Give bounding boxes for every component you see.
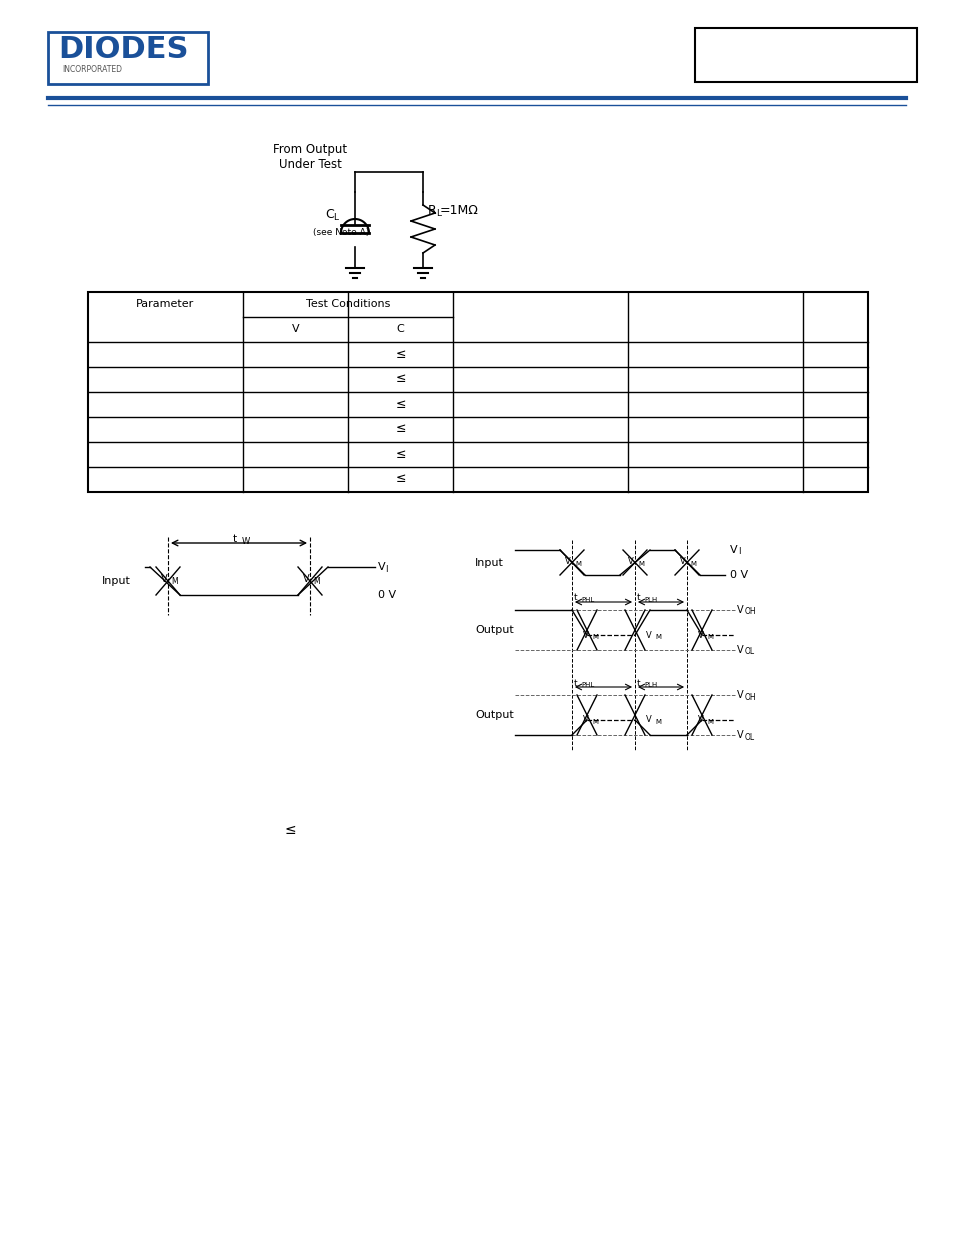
Text: (see Note A): (see Note A) <box>313 227 369 236</box>
Text: PLH: PLH <box>643 597 657 603</box>
Text: V: V <box>645 631 651 640</box>
Bar <box>695 28 916 82</box>
Text: ≤: ≤ <box>395 347 405 361</box>
Text: 0 V: 0 V <box>729 571 747 580</box>
Text: Under Test: Under Test <box>278 158 341 170</box>
Text: V: V <box>737 645 742 655</box>
Text: M: M <box>689 561 696 567</box>
Text: t: t <box>574 594 577 603</box>
Text: V: V <box>737 690 742 700</box>
Text: OL: OL <box>744 647 755 657</box>
Text: V: V <box>737 730 742 740</box>
Text: V: V <box>160 574 167 584</box>
Text: V: V <box>729 545 737 555</box>
Text: V: V <box>302 574 309 584</box>
Text: V: V <box>582 631 588 640</box>
Text: DIODES: DIODES <box>58 36 189 64</box>
Text: t: t <box>637 678 640 688</box>
Text: t: t <box>233 534 236 543</box>
Text: OH: OH <box>744 608 756 616</box>
Text: INCORPORATED: INCORPORATED <box>62 65 122 74</box>
Text: V: V <box>737 605 742 615</box>
Text: L: L <box>333 212 337 221</box>
Text: I: I <box>738 547 740 557</box>
Text: 0 V: 0 V <box>377 590 395 600</box>
Text: V: V <box>679 557 685 566</box>
Text: M: M <box>592 634 598 640</box>
Text: V: V <box>582 715 588 725</box>
Text: I: I <box>385 564 387 573</box>
Bar <box>88 291 867 492</box>
Text: M: M <box>638 561 643 567</box>
Text: C: C <box>396 324 404 333</box>
Text: M: M <box>655 719 660 725</box>
Text: M: M <box>171 577 177 585</box>
Text: Output: Output <box>475 710 514 720</box>
Text: M: M <box>313 577 319 585</box>
Text: V: V <box>292 324 299 333</box>
Text: C: C <box>325 207 334 221</box>
Text: OL: OL <box>744 732 755 741</box>
Text: ≤: ≤ <box>395 447 405 461</box>
Text: Output: Output <box>475 625 514 635</box>
Text: M: M <box>706 719 712 725</box>
Text: Input: Input <box>475 557 503 568</box>
Text: From Output: From Output <box>273 143 347 157</box>
Text: V: V <box>698 631 703 640</box>
Text: PLH: PLH <box>643 682 657 688</box>
Text: Test Conditions: Test Conditions <box>306 299 390 309</box>
Text: V: V <box>645 715 651 725</box>
Text: Input: Input <box>102 576 131 585</box>
Text: M: M <box>655 634 660 640</box>
Text: PHL: PHL <box>580 682 594 688</box>
Text: V: V <box>698 715 703 725</box>
Text: V: V <box>627 557 633 566</box>
Text: V: V <box>377 562 385 572</box>
Text: V: V <box>564 557 570 566</box>
Text: =1MΩ: =1MΩ <box>439 204 478 216</box>
Text: PHL: PHL <box>580 597 594 603</box>
Text: M: M <box>592 719 598 725</box>
Text: ≤: ≤ <box>395 398 405 410</box>
Text: t: t <box>574 678 577 688</box>
Text: OH: OH <box>744 693 756 701</box>
Text: R: R <box>428 204 436 216</box>
Text: W: W <box>242 537 250 546</box>
Text: ≤: ≤ <box>395 422 405 436</box>
Text: L: L <box>436 209 440 217</box>
Bar <box>48 32 208 84</box>
Text: t: t <box>637 594 640 603</box>
Text: Parameter: Parameter <box>136 299 194 309</box>
Text: ≤: ≤ <box>285 823 296 837</box>
Text: M: M <box>575 561 580 567</box>
Text: ≤: ≤ <box>395 373 405 385</box>
Text: M: M <box>706 634 712 640</box>
Text: ≤: ≤ <box>395 473 405 485</box>
